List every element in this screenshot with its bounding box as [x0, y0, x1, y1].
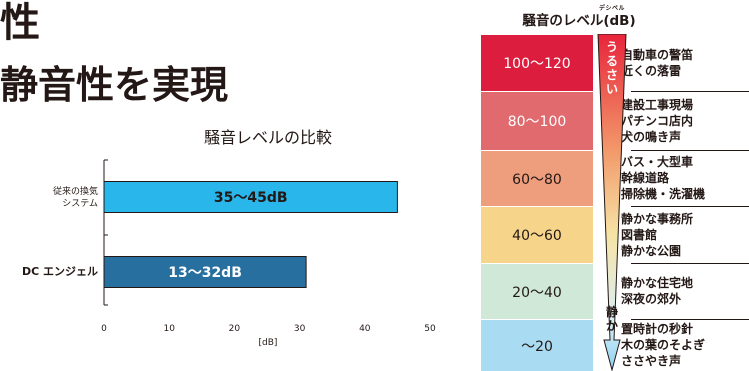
- example-item: 木の葉のそよぎ: [621, 338, 706, 352]
- chart-title: 騒音レベルの比較: [204, 128, 332, 147]
- example-item: 掃除機・洗濯機: [621, 187, 706, 201]
- arrow-bottom-label: 静か: [605, 305, 618, 333]
- level-range: 80〜100: [481, 91, 593, 150]
- headline-line-2: 静音性を実現: [0, 63, 229, 107]
- example-item: 静かな住宅地: [621, 276, 694, 290]
- x-tick-label: 30: [294, 324, 306, 334]
- level-row: 40〜60 静かな事務所 図書館 静かな公園: [481, 206, 749, 263]
- example-item: バス・大型車: [621, 155, 694, 169]
- noise-level-scale: 騒音のレベル(dB) デシベル 100〜120 自動車の警笛 近くの落雷 80〜100…: [481, 0, 749, 371]
- row-divider: [631, 149, 749, 151]
- row-divider: [631, 90, 749, 92]
- category-label: 従来の換気: [53, 185, 98, 197]
- x-tick-label: 10: [163, 324, 175, 334]
- row-divider: [631, 262, 749, 264]
- level-examples: 建設工事現場 パチンコ店内 犬の鳴き声: [609, 91, 749, 150]
- level-range: 60〜80: [481, 150, 593, 206]
- level-row: 60〜80 バス・大型車 幹線道路掃除機・洗濯機: [481, 150, 749, 206]
- level-examples: 置時計の秒針 木の葉のそよぎ ささやき声: [609, 319, 749, 371]
- example-item: 深夜の郊外: [621, 292, 682, 306]
- example-item: 建設工事現場: [621, 97, 694, 112]
- level-row: 20〜40 静かな住宅地 深夜の郊外: [481, 263, 749, 319]
- example-item: 図書館: [621, 227, 658, 242]
- example-item: 静かな事務所: [621, 211, 694, 226]
- example-item: 自動車の警笛: [621, 47, 694, 62]
- x-axis-label: [dB]: [259, 338, 278, 348]
- chart-bars: 35〜45dB 13〜32dB: [103, 181, 398, 288]
- chart-x-axis: 0 10 20 30 40 50: [101, 159, 436, 334]
- example-item: 近くの落雷: [621, 63, 682, 78]
- bar-data-label: 35〜45dB: [214, 190, 288, 206]
- level-examples: 自動車の警笛 近くの落雷: [609, 34, 749, 91]
- level-row: 80〜100 建設工事現場 パチンコ店内 犬の鳴き声: [481, 91, 749, 150]
- level-row: 100〜120 自動車の警笛 近くの落雷: [481, 34, 749, 91]
- scale-title: 騒音のレベル(dB) デシベル: [481, 5, 677, 29]
- scale-title-text: 騒音のレベル(dB): [522, 13, 636, 29]
- example-item: パチンコ店内: [621, 113, 694, 128]
- example-item: 犬の鳴き声: [621, 129, 682, 144]
- arrow-top-label: うるさい: [605, 40, 618, 96]
- row-divider: [631, 318, 749, 320]
- x-tick-label: 50: [424, 324, 436, 334]
- level-row: 〜20 置時計の秒針 木の葉のそよぎ ささやき声: [481, 319, 749, 371]
- level-range: 40〜60: [481, 206, 593, 263]
- example-item: 置時計の秒針: [621, 322, 694, 336]
- bar-data-label: 13〜32dB: [168, 265, 242, 281]
- example-item: 静かな公園: [621, 243, 682, 258]
- level-range: 100〜120: [481, 34, 593, 91]
- level-examples: 静かな住宅地 深夜の郊外: [609, 263, 749, 319]
- example-item: ささやき声: [621, 354, 682, 368]
- row-divider: [631, 205, 749, 207]
- bar: [103, 181, 398, 213]
- category-label: システム: [62, 198, 98, 209]
- level-examples: 静かな事務所 図書館 静かな公園: [609, 206, 749, 263]
- level-range: 20〜40: [481, 263, 593, 319]
- level-range: 〜20: [481, 319, 593, 371]
- example-item: 幹線道路: [621, 171, 670, 185]
- level-examples: バス・大型車 幹線道路掃除機・洗濯機: [609, 150, 749, 206]
- headline-line-1: 性: [0, 0, 40, 46]
- loud-to-quiet-arrow-icon: [597, 34, 627, 371]
- scale-title-ruby: デシベル: [599, 5, 626, 12]
- x-tick-label: 20: [229, 324, 241, 334]
- category-label: DC エンジェル: [22, 265, 98, 278]
- x-tick-label: 40: [359, 324, 371, 334]
- x-tick-label: 0: [101, 324, 107, 334]
